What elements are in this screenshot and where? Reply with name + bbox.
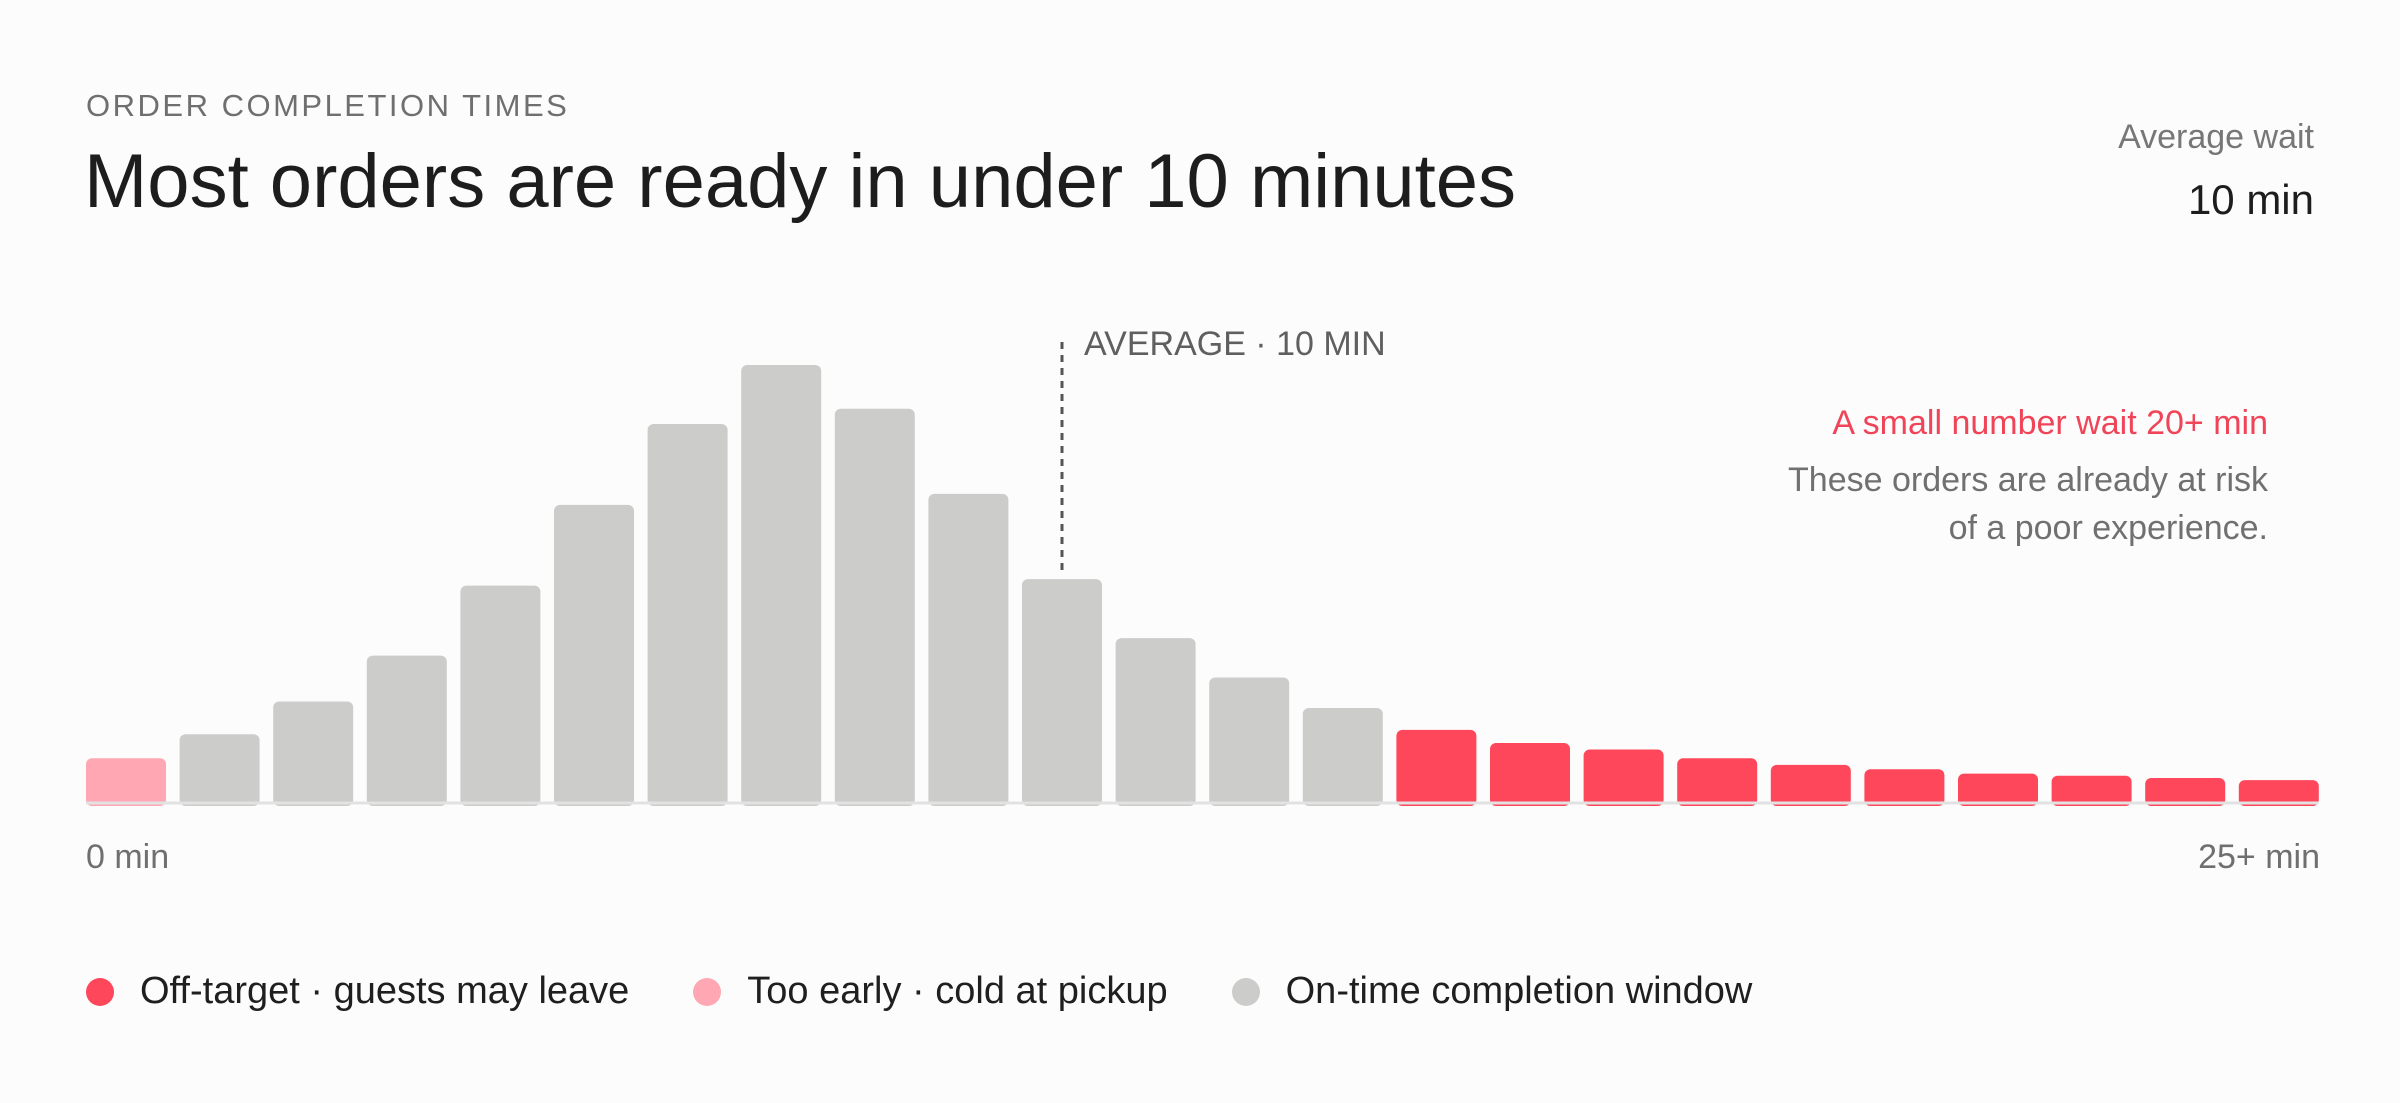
histogram-bar bbox=[1864, 769, 1945, 806]
legend-label-too-early: Too early · cold at pickup bbox=[747, 970, 1168, 1012]
histogram-bar bbox=[1209, 677, 1290, 806]
histogram-bar bbox=[1677, 758, 1758, 806]
histogram-bar bbox=[2238, 780, 2319, 806]
histogram-bar bbox=[554, 504, 634, 806]
average-wait-value: 10 min bbox=[2187, 176, 2314, 223]
histogram-bar bbox=[1022, 579, 1102, 806]
chart-eyebrow: ORDER COMPLETION TIMES bbox=[86, 88, 570, 123]
histogram-bar bbox=[273, 701, 354, 806]
average-marker-label: AVERAGE · 10 MIN bbox=[1084, 325, 1386, 363]
legend-item-off-target: Off-target · guests may leave bbox=[86, 970, 629, 1013]
annotation-line-2: of a poor experience. bbox=[1948, 509, 2268, 547]
chart-title: Most orders are ready in under 10 minute… bbox=[84, 139, 1517, 224]
histogram-bar bbox=[1396, 729, 1477, 806]
histogram-bar bbox=[1302, 708, 1383, 806]
annotation-line-1: These orders are already at risk bbox=[1788, 461, 2268, 499]
histogram-bar bbox=[1115, 638, 1196, 806]
legend-swatch-too-early bbox=[693, 977, 722, 1006]
histogram-bar bbox=[647, 423, 728, 806]
histogram-bar bbox=[1770, 764, 1851, 806]
legend-swatch-on-time bbox=[1231, 977, 1260, 1006]
histogram-bar bbox=[86, 758, 166, 806]
legend-item-too-early: Too early · cold at pickup bbox=[693, 970, 1168, 1013]
histogram-bar bbox=[366, 655, 447, 806]
legend-label-off-target: Off-target · guests may leave bbox=[140, 970, 630, 1012]
legend-swatch-off-target bbox=[86, 977, 114, 1006]
histogram-bar bbox=[2145, 777, 2226, 806]
average-wait-label: Average wait bbox=[2118, 118, 2314, 156]
histogram-bar bbox=[834, 408, 915, 806]
histogram-bar bbox=[179, 734, 260, 806]
annotation-highlight: A small number wait 20+ min bbox=[1832, 404, 2268, 442]
x-axis-start-label: 0 min bbox=[86, 838, 170, 876]
x-axis-end-label: 25+ min bbox=[2198, 838, 2320, 876]
annotation-body: These orders are already at risk of a po… bbox=[1568, 456, 2268, 552]
histogram-bar bbox=[460, 585, 541, 806]
histogram-bar bbox=[1490, 743, 1570, 806]
legend-label-on-time: On-time completion window bbox=[1285, 970, 1753, 1012]
legend-item-on-time: On-time completion window bbox=[1231, 970, 1753, 1013]
legend: Off-target · guests may leave Too early … bbox=[86, 970, 1752, 1013]
histogram-bar bbox=[1958, 773, 2038, 806]
histogram-bar bbox=[928, 493, 1009, 806]
histogram-bar bbox=[2051, 775, 2132, 806]
histogram-bar bbox=[741, 365, 822, 806]
histogram-bar bbox=[1583, 749, 1664, 806]
